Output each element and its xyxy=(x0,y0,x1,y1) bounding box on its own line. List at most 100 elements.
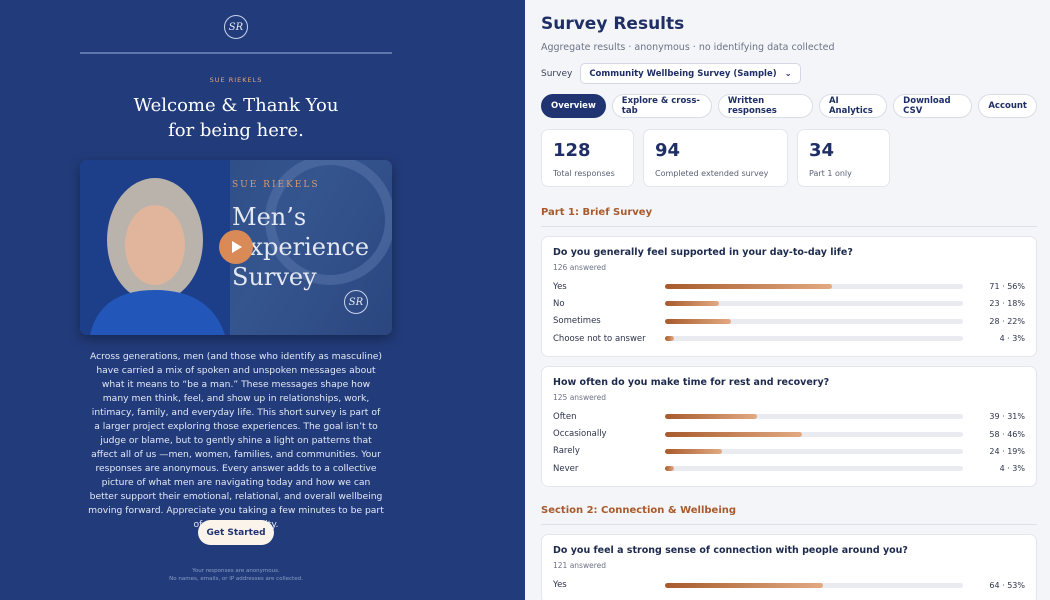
bar-track xyxy=(665,318,963,324)
tab[interactable]: Account xyxy=(978,94,1037,118)
bar xyxy=(665,448,722,454)
title-line: Welcome & Thank You xyxy=(133,95,339,116)
video-title-line: Men’s xyxy=(232,203,307,231)
tab[interactable]: Overview xyxy=(541,94,606,118)
video-brand: SUE RIEKELS xyxy=(232,180,320,190)
welcome-title: Welcome & Thank You for being here. xyxy=(60,93,412,143)
stat-card: 94 Completed extended survey xyxy=(643,129,788,187)
tab[interactable]: Written responses xyxy=(717,94,813,118)
option-row: Occasionally 58 · 46% xyxy=(553,425,1025,442)
subtitle: Aggregate results · anonymous · no ident… xyxy=(541,42,835,53)
footer-line: No names, emails, or IP addresses are co… xyxy=(169,576,303,582)
option-row: Yes 64 · 53% xyxy=(553,576,1025,593)
stat-label: Completed extended survey xyxy=(655,169,769,178)
select-text: Community Wellbeing Survey (Sample) xyxy=(589,68,777,79)
title-line: for being here. xyxy=(168,120,304,141)
bar xyxy=(665,431,803,437)
option-label: Yes xyxy=(553,580,567,591)
welcome-panel: SR SUE RIEKELS Welcome & Thank You for b… xyxy=(0,0,525,600)
option-row: Rarely 24 · 19% xyxy=(553,443,1025,460)
tabs: Overview Explore & cross-tab Written respo… xyxy=(541,94,1037,118)
bar xyxy=(665,336,674,342)
video-title-line: Experience xyxy=(232,233,370,261)
option-row: Choose not to answer 4 · 3% xyxy=(553,330,1025,347)
tab[interactable]: Explore & cross-tab xyxy=(611,94,712,118)
survey-row: Survey Community Wellbeing Survey (Sampl… xyxy=(541,63,1037,84)
bar-track xyxy=(665,414,963,420)
option-row: Yes 71 · 56% xyxy=(553,278,1025,295)
option-value: 28 · 22% xyxy=(989,316,1025,326)
intro-text: Across generations, men (and those who i… xyxy=(88,351,384,530)
bar-track xyxy=(665,448,963,454)
stat-card: 128 Total responses xyxy=(541,129,634,187)
option-value: 58 · 46% xyxy=(989,429,1025,439)
option-row: No 23 · 18% xyxy=(553,295,1025,312)
survey-label: Survey xyxy=(541,68,573,79)
get-started-button[interactable]: Get Started xyxy=(198,520,274,545)
stat-label: Total responses xyxy=(553,169,615,178)
survey-select[interactable]: Community Wellbeing Survey (Sample) ⌄ xyxy=(580,63,801,84)
section-heading: Section 2: Connection & Wellbeing xyxy=(541,505,1037,526)
option-value: 39 · 31% xyxy=(989,412,1025,422)
stat-label: Part 1 only xyxy=(809,169,852,178)
video-card[interactable]: SUE RIEKELS Men’s Experience Survey SR xyxy=(80,160,392,335)
answered-count: 126 answered xyxy=(553,263,606,272)
stat-value: 34 xyxy=(809,140,835,161)
stat-value: 94 xyxy=(655,140,681,161)
option-label: Yes xyxy=(553,281,567,292)
option-label: Occasionally xyxy=(553,429,607,440)
video-title-line: Survey xyxy=(232,263,317,291)
tab[interactable]: Download CSV xyxy=(893,94,973,118)
play-icon xyxy=(232,241,242,253)
video-art xyxy=(80,160,392,335)
question-card: Do you generally feel supported in your … xyxy=(541,236,1037,358)
option-value: 4 · 3% xyxy=(999,464,1025,474)
answered-count: 121 answered xyxy=(553,561,606,571)
option-label: Rarely xyxy=(553,446,580,457)
bar-track xyxy=(665,284,963,290)
option-label: Often xyxy=(553,411,577,422)
section-heading: Part 1: Brief Survey xyxy=(541,207,1037,227)
option-label: Choose not to answer xyxy=(553,333,646,344)
bar xyxy=(665,414,758,420)
bar-track xyxy=(665,582,963,588)
bar xyxy=(665,318,731,324)
option-row: Sometimes 28 · 22% xyxy=(553,313,1025,330)
bar xyxy=(665,466,674,472)
stats: 128 Total responses 94 Completed extended s… xyxy=(541,129,1037,187)
option-value: 23 · 18% xyxy=(989,299,1025,309)
play-button[interactable] xyxy=(219,230,253,264)
brand: SUE RIEKELS xyxy=(209,76,263,84)
option-value: 64 · 53% xyxy=(989,580,1025,590)
option-value: 4 · 3% xyxy=(999,334,1025,344)
option-row: Often 39 · 31% xyxy=(553,408,1025,425)
logo: SR xyxy=(224,15,248,39)
chevron: ⌄ xyxy=(784,68,792,79)
results-title: Survey Results xyxy=(541,14,685,34)
bar-track xyxy=(665,336,963,342)
divider xyxy=(80,52,392,54)
sections: Part 1: Brief Survey Do you generally fee… xyxy=(541,207,1037,600)
answered-count: 125 answered xyxy=(553,393,606,403)
question-card: How often do you make time for rest and … xyxy=(541,366,1037,488)
results-panel: Survey Results Aggregate results · anony… xyxy=(525,0,1050,600)
option-value: 24 · 19% xyxy=(989,446,1025,456)
tab[interactable]: AI Analytics xyxy=(818,94,888,118)
footer-line: Your responses are anonymous. xyxy=(192,568,280,574)
bar-track xyxy=(665,466,963,472)
footer: Your responses are anonymous. No names, … xyxy=(80,567,392,583)
option-label: Never xyxy=(553,463,579,474)
question: Do you generally feel supported in your … xyxy=(553,247,853,258)
video-title: Men’s Experience Survey xyxy=(232,202,369,292)
bar-track xyxy=(665,301,963,307)
option-label: No xyxy=(553,298,565,309)
option-row: Never 4 · 3% xyxy=(553,460,1025,477)
question-card: Do you feel a strong sense of connection… xyxy=(541,534,1037,600)
stat-value: 128 xyxy=(553,140,591,161)
question: Do you feel a strong sense of connection… xyxy=(553,545,908,557)
option-value: 71 · 56% xyxy=(989,282,1025,292)
bar xyxy=(665,284,832,290)
bar-track xyxy=(665,431,963,437)
video-logo: SR xyxy=(344,290,368,314)
